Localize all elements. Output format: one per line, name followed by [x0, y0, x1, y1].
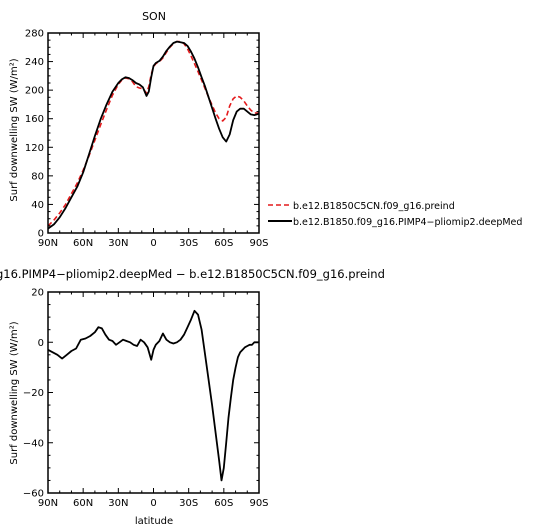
bottom-x-tick-label: 0: [150, 498, 156, 509]
bottom-panel: g16.PIMP4−pliomip2.deepMed − b.e12.B1850…: [0, 267, 385, 527]
top-y-tick-label: 120: [25, 143, 44, 154]
top-plot-area: 90N 60N 30N 0 30S 60S 90S 0 40 80 120 160 200 240 280: [25, 29, 269, 250]
top-x-tick-label: 60N: [73, 238, 93, 249]
bottom-y-tick-label: 0: [38, 338, 44, 349]
bottom-series-line-0: [47, 309, 259, 482]
top-series-line-0: [47, 40, 259, 227]
top-x-tick-label: 90S: [249, 238, 268, 249]
top-y-tick-label: 80: [31, 171, 44, 182]
legend-label-deepmed: b.e12.B1850.f09_g16.PIMP4−pliomip2.deepM…: [293, 217, 522, 228]
top-y-tick-label: 280: [25, 29, 44, 40]
top-y-tick-label: 40: [31, 200, 44, 211]
top-x-tick-label: 90N: [38, 238, 58, 249]
top-y-axis-label: Surf downwelling SW (W/m²): [9, 58, 20, 201]
legend-label-preind: b.e12.B1850C5CN.f09_g16.preind: [293, 201, 455, 212]
bottom-y-tick-label: −60: [23, 489, 44, 500]
bottom-y-tick-label: −20: [23, 388, 44, 399]
bottom-x-axis-label: latitude: [135, 516, 173, 527]
bottom-y-axis-label: Surf downwelling SW (W/m²): [9, 321, 20, 464]
bottom-plot-area: 90N 60N 30N 0 30S 60S 90S −60 −40 −20 0 20: [23, 288, 269, 510]
bottom-y-tick-label: 20: [31, 288, 44, 299]
top-y-tick-label: 0: [38, 229, 44, 240]
legend: b.e12.B1850C5CN.f09_g16.preind b.e12.B18…: [268, 201, 522, 228]
bottom-x-tick-label: 60N: [73, 498, 93, 509]
top-y-tick-label: 240: [25, 57, 44, 68]
top-x-tick-label: 30N: [108, 238, 128, 249]
top-x-tick-label: 30S: [179, 238, 198, 249]
top-chart-title: SON: [142, 10, 166, 23]
top-panel: SON Surf downwelling SW (W/m²) 90N 60N 30N…: [9, 10, 269, 249]
top-y-tick-label: 200: [25, 86, 44, 97]
bottom-x-tick-label: 30S: [179, 498, 198, 509]
bottom-y-tick-label: −40: [23, 438, 44, 449]
top-series-line-1: [47, 40, 260, 230]
top-y-tick-label: 160: [25, 114, 44, 125]
bottom-x-tick-label: 60S: [214, 498, 233, 509]
bottom-x-tick-label: 90S: [249, 498, 268, 509]
top-x-tick-label: 0: [150, 238, 156, 249]
bottom-chart-subtitle: g16.PIMP4−pliomip2.deepMed − b.e12.B1850…: [0, 267, 385, 281]
bottom-plot-frame: [47, 291, 260, 494]
top-plot-frame: [47, 32, 260, 234]
bottom-x-tick-label: 30N: [108, 498, 128, 509]
bottom-x-tick-label: 90N: [38, 498, 58, 509]
top-x-tick-label: 60S: [214, 238, 233, 249]
